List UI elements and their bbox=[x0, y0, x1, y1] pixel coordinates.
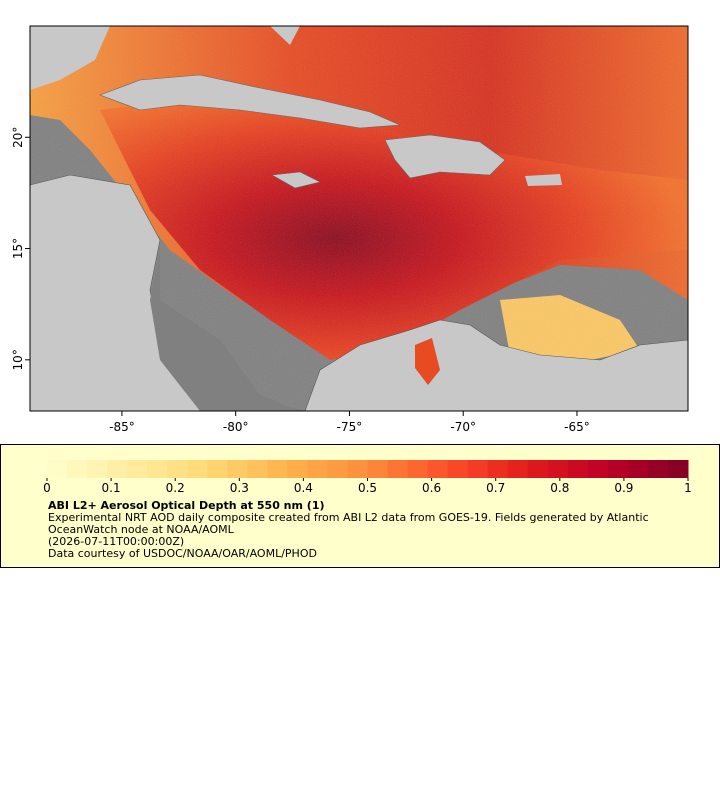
legend-text: ABI L2+ Aerosol Optical Depth at 550 nm … bbox=[48, 500, 678, 560]
colorbar-segment bbox=[667, 460, 689, 478]
colorbar-segment bbox=[647, 460, 669, 478]
colorbar-segment bbox=[447, 460, 469, 478]
colorbar-segment bbox=[527, 460, 549, 478]
colorbar-segment bbox=[467, 460, 489, 478]
colorbar-tick-label: 0.4 bbox=[294, 481, 313, 495]
colorbar-segment bbox=[227, 460, 248, 478]
land-florida-area bbox=[30, 26, 110, 90]
colorbar-segment bbox=[567, 460, 589, 478]
colorbar-segment bbox=[147, 460, 168, 478]
colorbar-segment bbox=[347, 460, 368, 478]
land-south-america bbox=[304, 319, 688, 411]
colorbar-segment bbox=[607, 460, 629, 478]
colorbar-segment bbox=[47, 460, 68, 478]
colorbar-segment bbox=[107, 460, 128, 478]
y-tick-label: 10° bbox=[11, 349, 25, 370]
legend-credit: Data courtesy of USDOC/NOAA/OAR/AOML/PHO… bbox=[48, 547, 317, 560]
colorbar-segment bbox=[407, 460, 429, 478]
colorbar-segment bbox=[167, 460, 188, 478]
x-tick-label: -75° bbox=[337, 420, 363, 434]
colorbar-segment bbox=[307, 460, 328, 478]
land-bahamas bbox=[270, 26, 300, 45]
land-cuba bbox=[99, 74, 401, 129]
colorbar-tick-label: 0.8 bbox=[550, 481, 569, 495]
colorbar-segment bbox=[587, 460, 609, 478]
colorbar-segment bbox=[367, 460, 389, 478]
colorbar-tick-label: 0.2 bbox=[166, 481, 185, 495]
colorbar-tick-label: 0.1 bbox=[102, 481, 121, 495]
land-jamaica bbox=[271, 171, 321, 189]
colorbar-segment bbox=[387, 460, 409, 478]
colorbar-segment bbox=[267, 460, 288, 478]
x-tick-label: -70° bbox=[450, 420, 476, 434]
colorbar-segment bbox=[187, 460, 208, 478]
colorbar-tick-label: 1 bbox=[684, 481, 692, 495]
y-tick-label: 15° bbox=[11, 238, 25, 259]
colorbar-tick-label: 0.7 bbox=[486, 481, 505, 495]
colorbar-segment bbox=[327, 460, 348, 478]
y-tick-label: 20° bbox=[11, 127, 25, 148]
colorbar-segment bbox=[207, 460, 228, 478]
colorbar-segment bbox=[247, 460, 268, 478]
colorbar-tick-label: 0.6 bbox=[422, 481, 441, 495]
colorbar-segment bbox=[67, 460, 88, 478]
colorbar-segment bbox=[427, 460, 449, 478]
colorbar-segment bbox=[87, 460, 108, 478]
colorbar-tick-label: 0 bbox=[43, 481, 51, 495]
colorbar-tick-label: 0.3 bbox=[230, 481, 249, 495]
legend-description: Experimental NRT AOD daily composite cre… bbox=[48, 511, 649, 536]
x-tick-label: -80° bbox=[223, 420, 249, 434]
x-tick-label: -65° bbox=[564, 420, 590, 434]
map-frame bbox=[29, 25, 689, 412]
colorbar-tick-label: 0.5 bbox=[358, 481, 377, 495]
colorbar-tick-label: 0.9 bbox=[614, 481, 633, 495]
land-hispaniola bbox=[384, 134, 506, 179]
colorbar-segment bbox=[127, 460, 148, 478]
x-tick-label: -85° bbox=[109, 420, 135, 434]
legend-title: ABI L2+ Aerosol Optical Depth at 550 nm … bbox=[48, 499, 325, 512]
colorbar-segment bbox=[507, 460, 529, 478]
map-imagery bbox=[30, 26, 688, 411]
colorbar-segment bbox=[547, 460, 569, 478]
lake-maracaibo bbox=[415, 338, 440, 385]
colorbar-segment bbox=[627, 460, 649, 478]
colorbar-segment bbox=[487, 460, 509, 478]
map-chart: -85° -80° -75° -70° -65° 10° 15° 20° 0 0.1 0.2 0.3 0… bbox=[11, 25, 692, 495]
land-gap bbox=[150, 250, 300, 411]
legend-time: (2026-07-11T00:00:00Z) bbox=[48, 535, 185, 548]
colorbar-segment bbox=[287, 460, 308, 478]
land-puerto-rico bbox=[525, 174, 562, 186]
